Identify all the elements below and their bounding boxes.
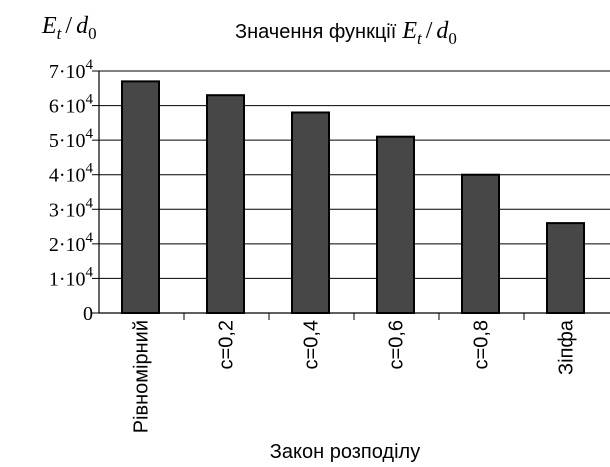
- chart-title-text: Значення функції: [235, 21, 397, 43]
- chart-title-sub2: 0: [448, 29, 457, 48]
- chart-title-slash: /: [426, 18, 433, 44]
- y-tick-labels: 0 1·104 2·104 3·104 4·104 5·104 6·104 7·104: [49, 57, 94, 325]
- x-tick-label: c=0,8: [471, 320, 493, 369]
- x-tick-labels: Рівномірний c=0,2 c=0,4 c=0,6 c=0,8 Зіпфа: [131, 319, 578, 433]
- y-tick-label: 1·104: [49, 264, 94, 290]
- axes: [92, 71, 610, 320]
- bar: [547, 223, 584, 313]
- x-tick-label: c=0,6: [386, 320, 408, 369]
- y-tick-label: 7·104: [49, 57, 94, 83]
- x-tick-label: c=0,4: [301, 320, 323, 369]
- chart-title-var: E: [401, 18, 417, 44]
- y-axis-title-var: E: [41, 13, 57, 39]
- y-axis-title-sub2: 0: [88, 24, 97, 43]
- y-tick-label: 6·104: [49, 92, 94, 118]
- y-axis-title: Et / d0: [41, 13, 97, 43]
- bar: [462, 175, 499, 313]
- y-tick-label: 4·104: [49, 161, 94, 187]
- bar: [377, 137, 414, 313]
- bar: [292, 112, 329, 313]
- y-axis-title-sub: t: [57, 24, 63, 43]
- chart-title-sub: t: [417, 29, 423, 48]
- x-tick-label: c=0,2: [216, 320, 238, 369]
- y-tick-label: 0: [83, 303, 93, 325]
- chart-title: Значення функції Et / d0: [235, 18, 457, 48]
- y-tick-label: 2·104: [49, 230, 94, 256]
- x-axis-label: Закон розподілу: [270, 441, 420, 463]
- y-tick-label: 3·104: [49, 195, 94, 221]
- x-tick-label: Зіпфа: [556, 319, 578, 375]
- grid-lines: [99, 71, 610, 278]
- y-tick-label: 5·104: [49, 126, 94, 152]
- x-tick-label: Рівномірний: [131, 320, 153, 433]
- bar: [122, 81, 159, 313]
- y-axis-title-slash: /: [65, 13, 72, 39]
- bar: [207, 95, 244, 313]
